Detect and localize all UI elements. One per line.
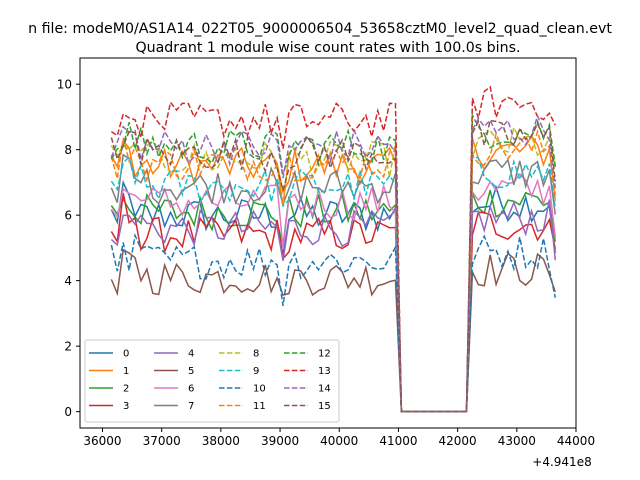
- x-tick-label: 40000: [320, 434, 358, 448]
- legend-label: 9: [253, 366, 259, 377]
- legend-label: 10: [253, 384, 266, 395]
- series-line-12: [110, 112, 557, 413]
- axes-frame: [79, 57, 577, 429]
- legend-label: 12: [318, 349, 331, 360]
- legend-label: 5: [188, 366, 194, 377]
- x-axis: 36000 37000 38000 39000 40000 41000 42000 43000…: [83, 428, 595, 448]
- y-tick-label: 0: [64, 405, 72, 419]
- x-tick-label: 37000: [143, 434, 181, 448]
- x-tick-label: 39000: [261, 434, 299, 448]
- legend-label: 7: [188, 401, 194, 412]
- y-tick-label: 6: [64, 209, 72, 223]
- series-line-4: [110, 199, 557, 413]
- figure-suptitle: n file: modeM0/AS1A14_022T05_9000006504_…: [28, 21, 612, 37]
- x-tick-label: 44000: [557, 434, 595, 448]
- series-line-13: [110, 85, 556, 413]
- legend-label: 6: [188, 384, 194, 395]
- legend-label: 2: [123, 384, 129, 395]
- legend-label: 8: [253, 349, 259, 360]
- x-tick-label: 43000: [498, 434, 536, 448]
- plot-area: 36000 37000 38000 39000 40000 41000 42000 43000…: [57, 57, 595, 469]
- series-line-2: [110, 190, 557, 413]
- chart-title: Quadrant 1 module wise count rates with …: [135, 40, 520, 56]
- legend-label: 3: [123, 401, 129, 412]
- series-line-5: [110, 248, 556, 413]
- series-lines: [110, 85, 557, 413]
- legend-label: 14: [318, 384, 331, 395]
- series-line-1: [110, 134, 557, 413]
- x-tick-label: 41000: [379, 434, 417, 448]
- x-axis-offset-label: +4.941e8: [532, 455, 591, 469]
- y-tick-label: 8: [64, 143, 72, 157]
- series-line-9: [110, 154, 557, 413]
- y-tick-label: 10: [57, 78, 72, 92]
- y-axis: 0 2 4 6 8 10: [57, 78, 80, 419]
- legend-label: 4: [188, 349, 194, 360]
- legend-label: 1: [123, 366, 129, 377]
- legend-label: 0: [123, 349, 129, 360]
- series-line-15: [110, 119, 557, 413]
- legend-label: 11: [253, 401, 266, 412]
- series-line-3: [110, 192, 557, 413]
- series-line-7: [110, 153, 557, 413]
- y-tick-label: 4: [64, 274, 72, 288]
- series-line-0: [110, 179, 557, 413]
- legend-label: 15: [318, 401, 331, 412]
- x-tick-label: 36000: [83, 434, 121, 448]
- series-line-14: [110, 113, 557, 413]
- legend-label: 13: [318, 366, 331, 377]
- legend-box: [84, 339, 340, 423]
- series-line-6: [110, 172, 557, 413]
- y-tick-label: 2: [64, 340, 72, 354]
- series-line-10: [110, 232, 557, 413]
- x-tick-label: 38000: [202, 434, 240, 448]
- x-tick-label: 42000: [439, 434, 477, 448]
